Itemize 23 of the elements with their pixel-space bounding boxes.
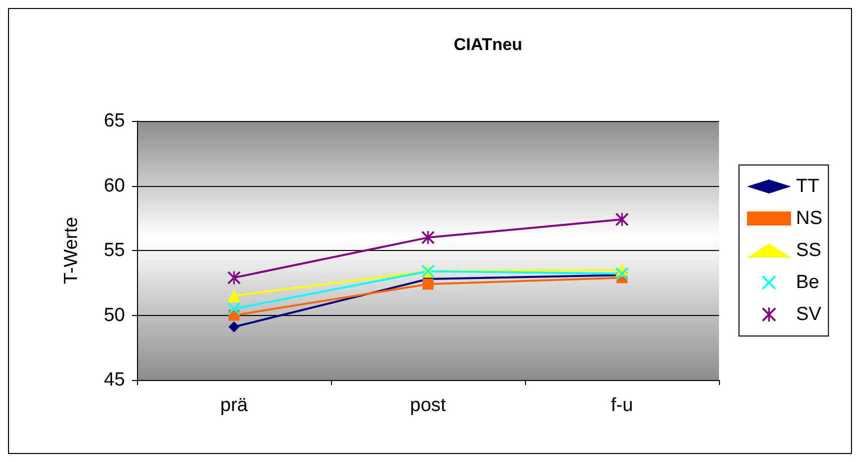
- y-tick-label: 50: [104, 304, 125, 326]
- y-tick-label: 65: [104, 110, 125, 132]
- legend-label: SV: [796, 304, 822, 325]
- point: [228, 289, 240, 302]
- point: [228, 321, 240, 332]
- x-tick-label: f-u: [610, 395, 634, 416]
- point: [228, 271, 240, 284]
- legend-label: SS: [796, 240, 822, 261]
- y-tick-label: 45: [104, 370, 125, 390]
- point: [228, 302, 240, 316]
- point: [616, 267, 628, 280]
- legend-label: NS: [796, 208, 822, 229]
- chart-title: CIATneu: [454, 35, 522, 54]
- x-tick-label: post: [410, 395, 447, 416]
- y-tick-label: 60: [104, 175, 125, 196]
- y-axis-title: T-Werte: [61, 216, 82, 284]
- point: [422, 278, 434, 290]
- point: [616, 212, 628, 226]
- legend-label: Be: [796, 272, 820, 293]
- legend-label: TT: [796, 176, 820, 197]
- point: [422, 231, 434, 244]
- y-tick-label: 55: [104, 240, 125, 261]
- x-tick-label: prä: [220, 395, 248, 416]
